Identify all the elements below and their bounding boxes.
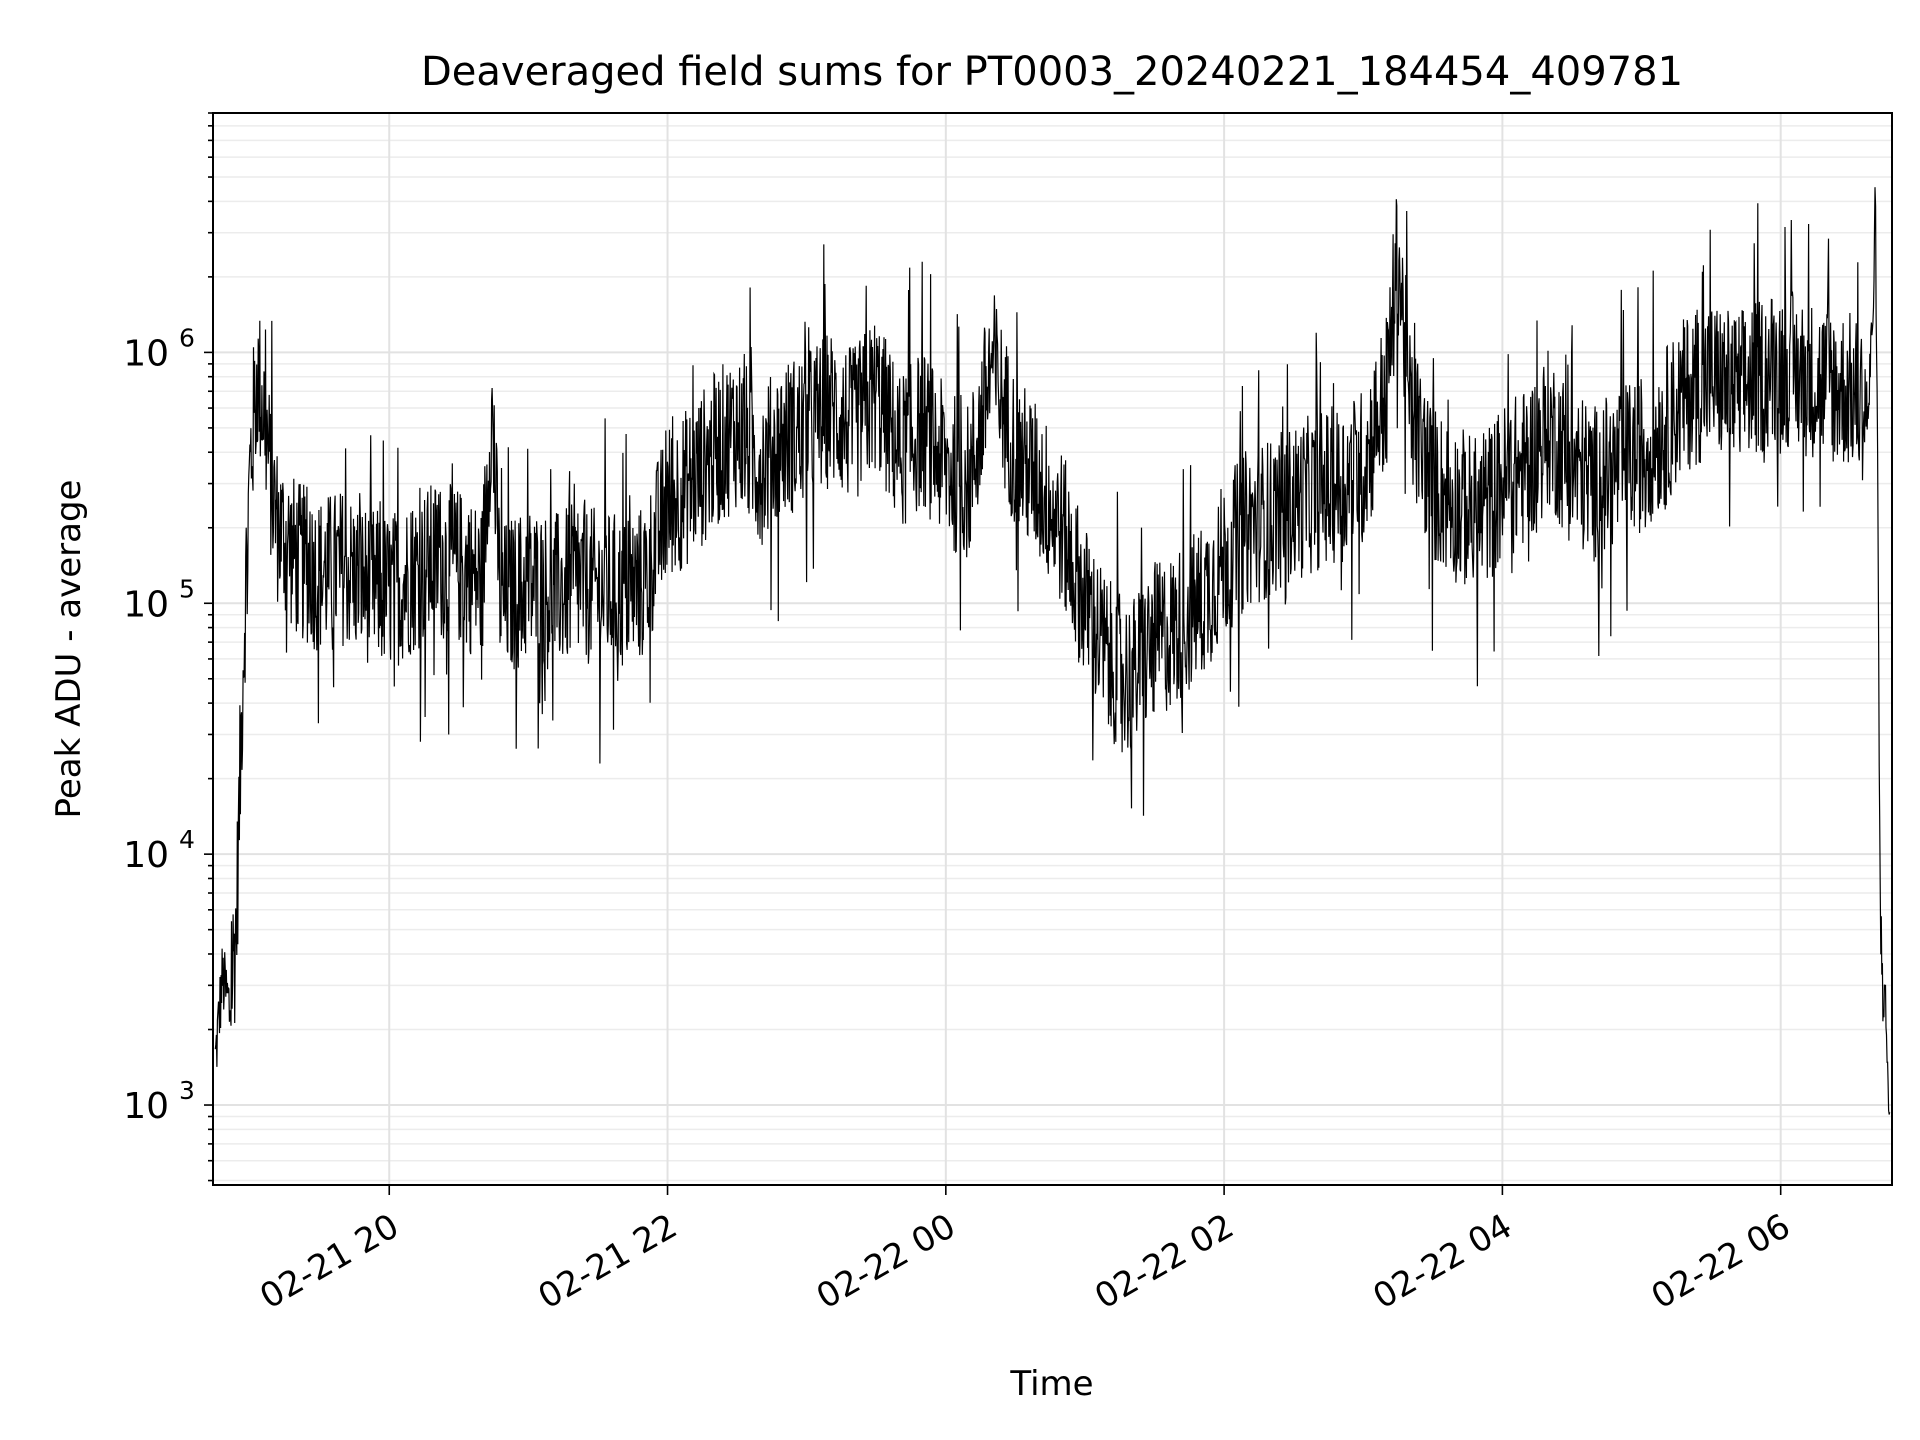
y-tick-label: 10 — [123, 1086, 169, 1127]
plot-frame — [212, 112, 1893, 1186]
y-axis-label: Peak ADU - average — [49, 480, 89, 819]
x-tick-label: 02-21 20 — [253, 1206, 405, 1317]
x-tick-label: 02-22 00 — [810, 1206, 962, 1317]
x-tick-label: 02-21 22 — [532, 1206, 684, 1317]
y-tick-label-exponent: 6 — [179, 323, 195, 352]
y-tick-label: 10 — [123, 835, 169, 876]
x-tick-label: 02-22 04 — [1367, 1206, 1519, 1317]
y-tick-label-exponent: 5 — [179, 574, 195, 603]
data-series — [214, 187, 1891, 1115]
y-axis-ticks: 10 3 10 4 10 5 10 6 — [123, 112, 213, 1182]
major-gridlines — [213, 113, 1892, 1185]
x-tick-label: 02-22 02 — [1088, 1206, 1240, 1317]
x-axis-label: Time — [1009, 1364, 1093, 1404]
y-tick-label: 10 — [123, 333, 169, 374]
x-tick-label: 02-22 06 — [1645, 1206, 1797, 1317]
minor-gridlines — [213, 112, 1892, 1182]
y-tick-label-exponent: 4 — [179, 825, 195, 854]
chart-title: Deaveraged field sums for PT0003_2024022… — [421, 49, 1683, 95]
series-line — [214, 187, 1891, 1115]
y-tick-label: 10 — [123, 584, 169, 625]
y-tick-label-exponent: 3 — [179, 1076, 195, 1105]
x-axis-ticks: 02-21 20 02-21 22 02-22 00 02-22 02 02-22 04… — [253, 1185, 1797, 1317]
